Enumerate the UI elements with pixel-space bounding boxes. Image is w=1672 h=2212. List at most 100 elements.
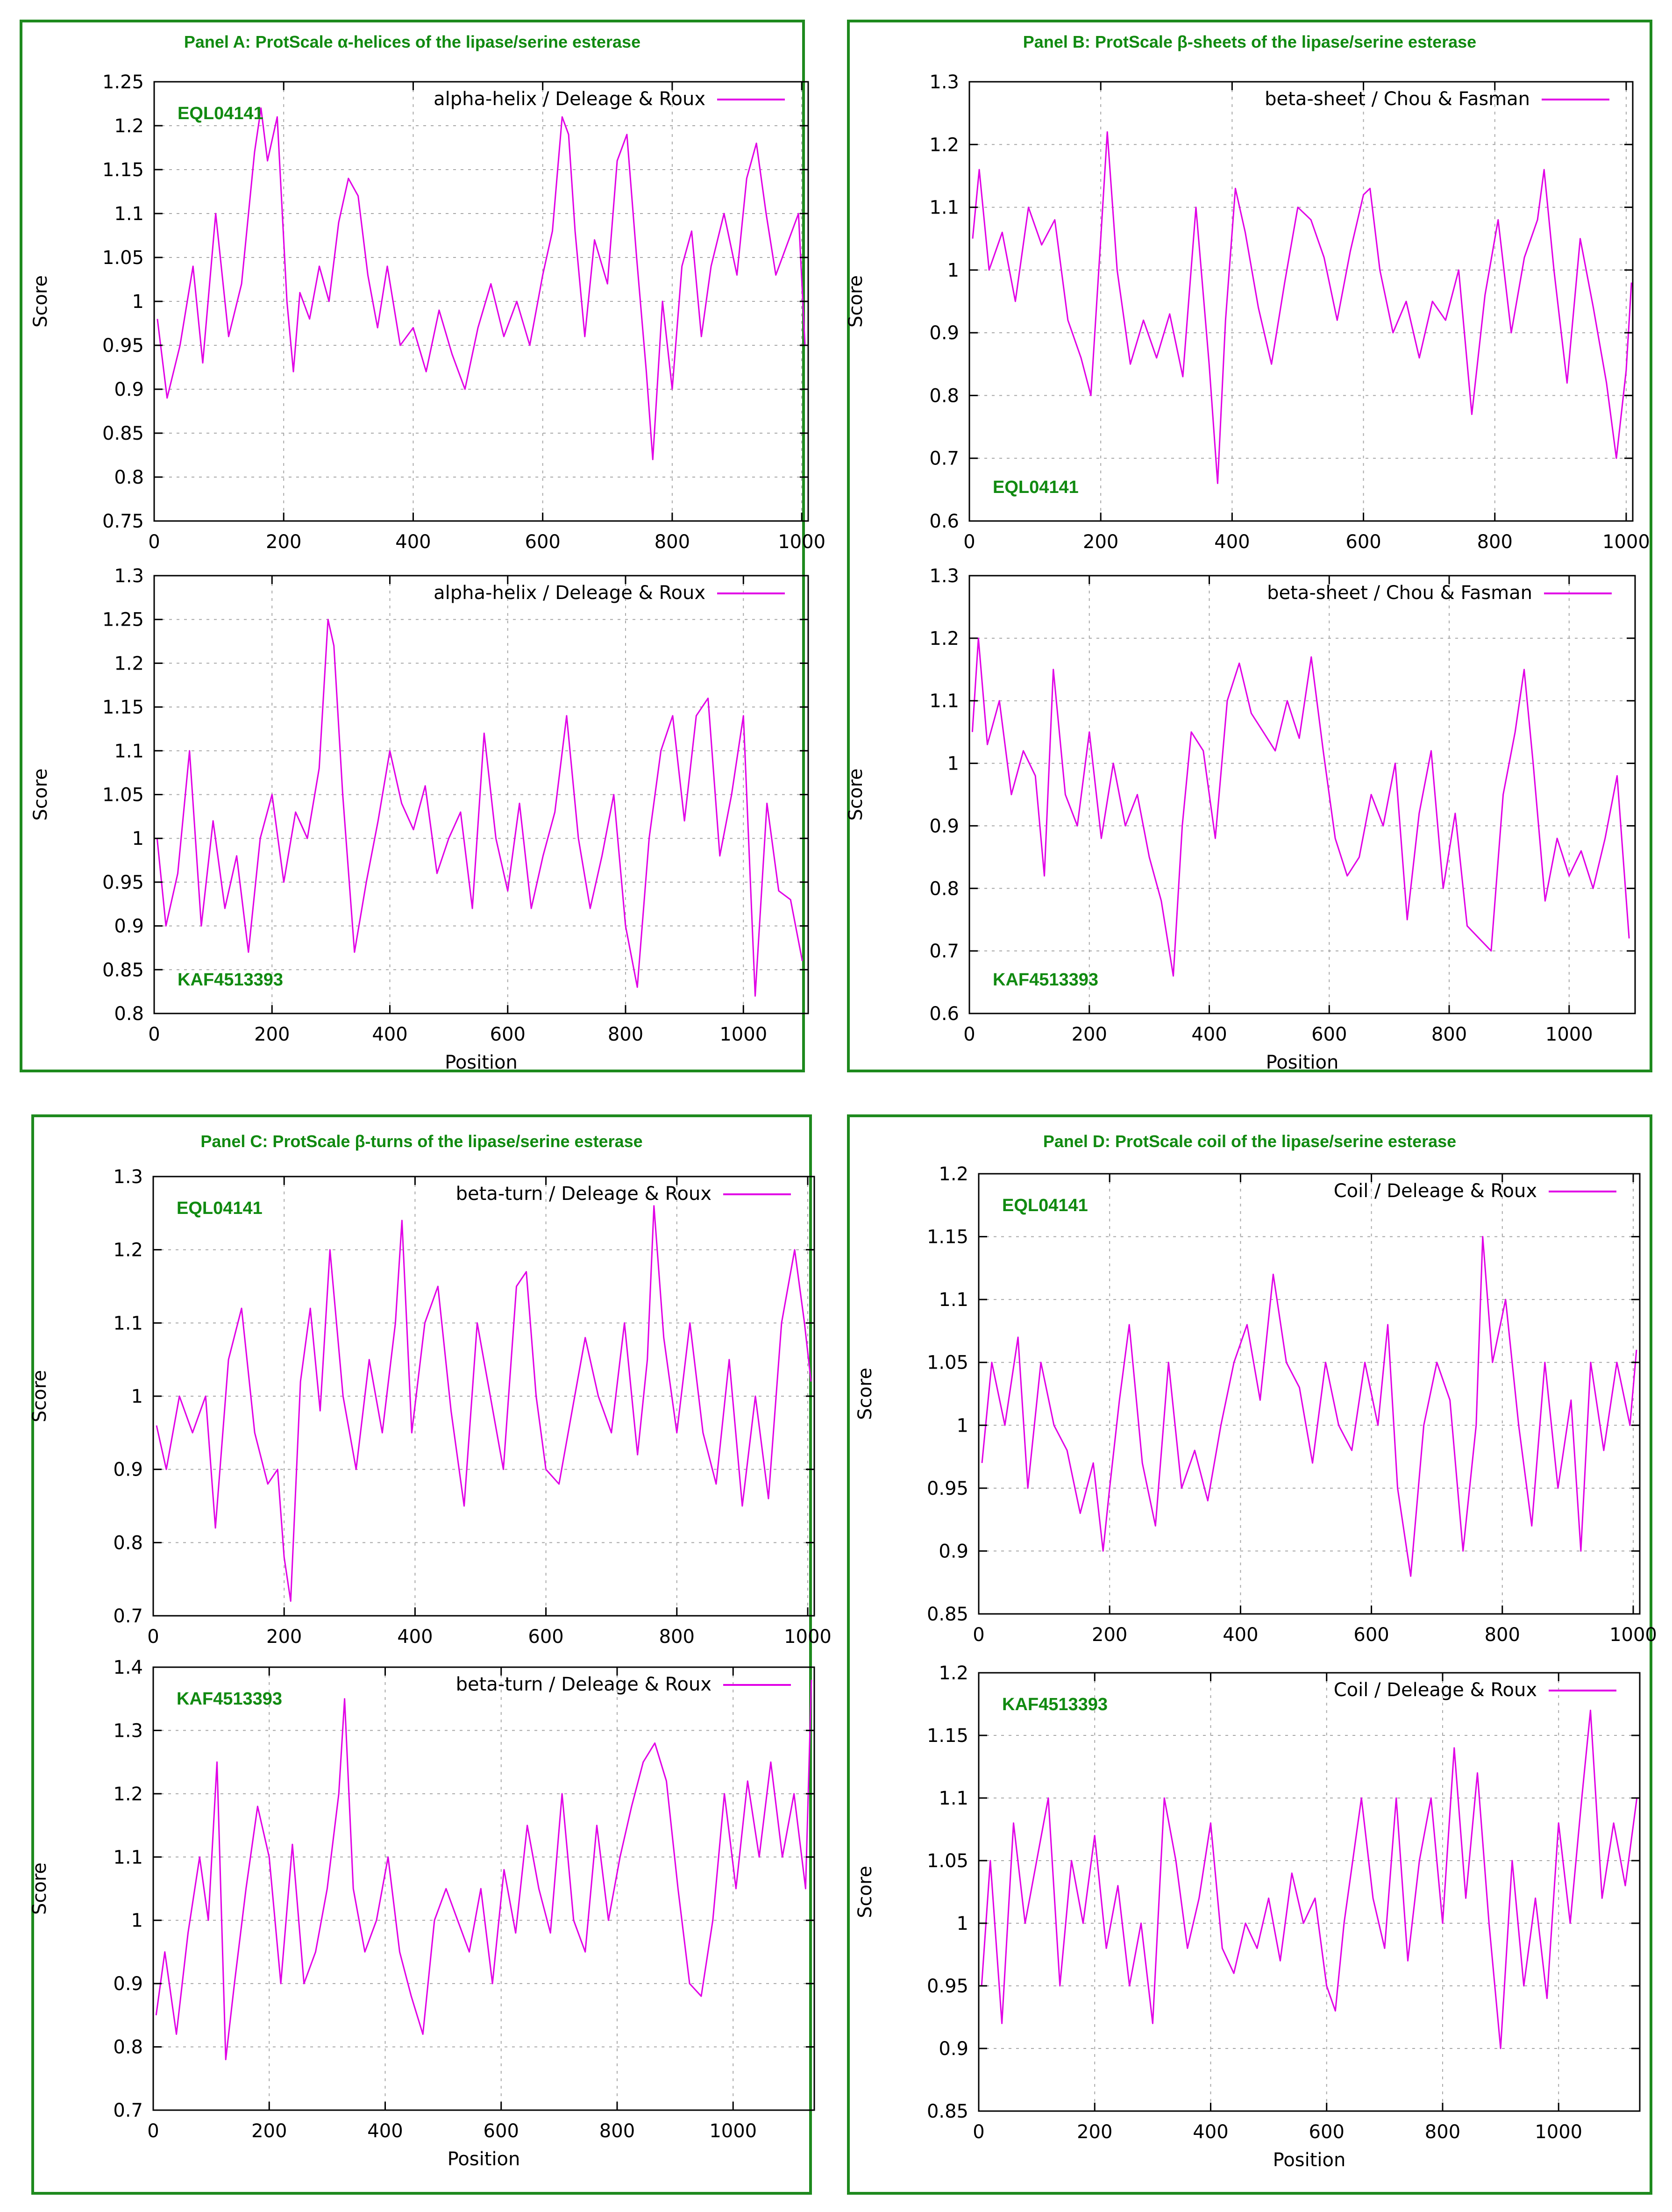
- y-tick-label: 0.9: [939, 1541, 968, 1562]
- x-tick-label: 0: [148, 531, 160, 553]
- x-tick-label: 400: [1191, 1024, 1227, 1045]
- y-tick-label: 1.3: [929, 71, 959, 93]
- x-tick-label: 0: [148, 1024, 160, 1045]
- sequence-id-label: KAF4513393: [1002, 1695, 1108, 1714]
- panel-border: [31, 1114, 812, 2195]
- plot-frame: [968, 575, 1636, 1014]
- x-tick-label: 200: [1077, 2121, 1112, 2143]
- sequence-id-label: EQL04141: [177, 1199, 263, 1218]
- x-tick-label: 400: [372, 1024, 407, 1045]
- panel-border: [847, 20, 1652, 1072]
- y-tick-label: 1.2: [113, 1240, 143, 1261]
- y-tick-label: 1.2: [929, 628, 959, 649]
- x-tick-label: 800: [1477, 531, 1513, 553]
- x-tick-label: 400: [367, 2120, 403, 2142]
- y-tick-label: 0.95: [927, 1976, 968, 1997]
- plot-frame: [978, 1173, 1641, 1615]
- y-tick-label: 0.9: [114, 916, 144, 937]
- series-line: [157, 107, 806, 460]
- x-tick-label: 600: [528, 1626, 563, 1648]
- y-tick-label: 1: [957, 1913, 968, 1934]
- x-tick-label: 600: [1353, 1624, 1389, 1646]
- panel-title: Panel A: ProtScale α-helices of the lipa…: [184, 32, 640, 51]
- x-tick-label: 400: [397, 1626, 433, 1648]
- y-tick-label: 1.05: [927, 1850, 968, 1872]
- x-tick-label: 600: [1309, 2121, 1345, 2143]
- x-axis-label: Position: [1273, 2149, 1346, 2171]
- y-tick-label: 1: [132, 828, 144, 849]
- y-tick-label: 1.2: [929, 134, 959, 156]
- x-tick-label: 800: [659, 1626, 695, 1648]
- y-tick-label: 1.3: [113, 1720, 143, 1741]
- x-tick-label: 1000: [1602, 531, 1650, 553]
- legend-label: alpha-helix / Deleage & Roux: [434, 88, 705, 110]
- y-axis-label: Score: [30, 275, 51, 328]
- y-tick-label: 0.85: [927, 2101, 968, 2122]
- x-tick-label: 600: [1311, 1024, 1347, 1045]
- x-axis-label: Position: [448, 2148, 520, 2170]
- sequence-id-label: EQL04141: [178, 104, 263, 123]
- y-tick-label: 1.2: [114, 115, 144, 137]
- panel-b: Panel B: ProtScale β-sheets of the lipas…: [845, 20, 1652, 1073]
- y-tick-label: 0.7: [113, 2100, 143, 2121]
- legend-label: beta-sheet / Chou & Fasman: [1267, 582, 1532, 604]
- y-tick-label: 1.25: [102, 609, 144, 631]
- y-tick-label: 1.1: [114, 203, 144, 225]
- plot-frame: [968, 81, 1634, 522]
- y-tick-label: 1.1: [114, 741, 144, 762]
- y-tick-label: 1: [947, 753, 959, 775]
- y-tick-label: 1.2: [939, 1663, 968, 1684]
- y-tick-label: 0.8: [929, 878, 959, 899]
- y-tick-label: 0.9: [113, 1973, 143, 1995]
- panel-a: Panel A: ProtScale α-helices of the lipa…: [20, 20, 825, 1073]
- y-tick-label: 1.15: [102, 697, 144, 718]
- x-tick-label: 200: [1092, 1624, 1127, 1646]
- series-line: [981, 1709, 1638, 2049]
- y-tick-label: 1.1: [929, 197, 959, 219]
- sequence-id-label: EQL04141: [1002, 1196, 1088, 1215]
- y-tick-label: 1.2: [113, 1784, 143, 1805]
- y-tick-label: 0.8: [113, 2037, 143, 2058]
- y-tick-label: 1.05: [927, 1352, 968, 1374]
- subplot-eql04141: 0 200 400 600 800 1000 0.85 0.9 0.95 1 1.05 1.1 1.15…: [854, 1163, 1657, 1646]
- y-tick-label: 1.3: [929, 565, 959, 587]
- y-tick-label: 0.9: [929, 815, 959, 837]
- y-tick-label: 1: [947, 260, 959, 281]
- y-axis-label: Score: [854, 1368, 876, 1420]
- subplot-eql04141: 0 200 400 600 800 1000 0.75 0.8 0.85 0.9 0.95 1 1.05…: [30, 71, 825, 553]
- y-tick-label: 0.95: [927, 1478, 968, 1499]
- x-tick-label: 1000: [1535, 2121, 1582, 2143]
- panel-title: Panel C: ProtScale β-turns of the lipase…: [200, 1132, 642, 1151]
- x-tick-label: 1000: [778, 531, 825, 553]
- y-tick-label: 0.8: [113, 1532, 143, 1554]
- x-tick-label: 0: [147, 2120, 159, 2142]
- panel-border: [847, 1114, 1652, 2195]
- y-tick-label: 1.2: [114, 653, 144, 674]
- x-tick-label: 1000: [1609, 1624, 1657, 1646]
- series-line: [971, 637, 1630, 977]
- y-axis-label: Score: [29, 1370, 50, 1422]
- x-tick-label: 0: [973, 2121, 984, 2143]
- y-tick-label: 0.85: [102, 959, 144, 981]
- y-tick-label: 0.6: [929, 511, 959, 532]
- x-tick-label: 800: [608, 1024, 643, 1045]
- x-tick-label: 400: [1223, 1624, 1258, 1646]
- panel-title: Panel B: ProtScale β-sheets of the lipas…: [1023, 32, 1476, 51]
- legend-label: beta-turn / Deleage & Roux: [456, 1674, 711, 1695]
- x-tick-label: 600: [1345, 531, 1381, 553]
- series-line: [981, 1236, 1637, 1577]
- y-tick-label: 0.7: [929, 448, 959, 470]
- y-tick-label: 1.15: [927, 1725, 968, 1747]
- x-tick-label: 1000: [784, 1626, 832, 1648]
- x-tick-label: 200: [266, 531, 301, 553]
- subplot-eql04141: 0 200 400 600 800 1000 0.6 0.7 0.8 0.9 1 1.1 1.2 1.3 S…: [845, 71, 1650, 553]
- panel-c: Panel C: ProtScale β-turns of the lipase…: [29, 1114, 832, 2195]
- subplot-eql04141: 0 200 400 600 800 1000 0.7 0.8 0.9 1 1.1 1.2 1.3 Scor…: [29, 1166, 832, 1648]
- y-tick-label: 1: [131, 1386, 143, 1407]
- y-tick-label: 1.05: [102, 785, 144, 806]
- y-axis-label: Score: [854, 1866, 876, 1918]
- x-tick-label: 0: [147, 1626, 159, 1648]
- y-tick-label: 0.95: [102, 335, 144, 357]
- sequence-id-label: KAF4513393: [177, 1689, 282, 1709]
- y-axis-label: Score: [845, 768, 867, 821]
